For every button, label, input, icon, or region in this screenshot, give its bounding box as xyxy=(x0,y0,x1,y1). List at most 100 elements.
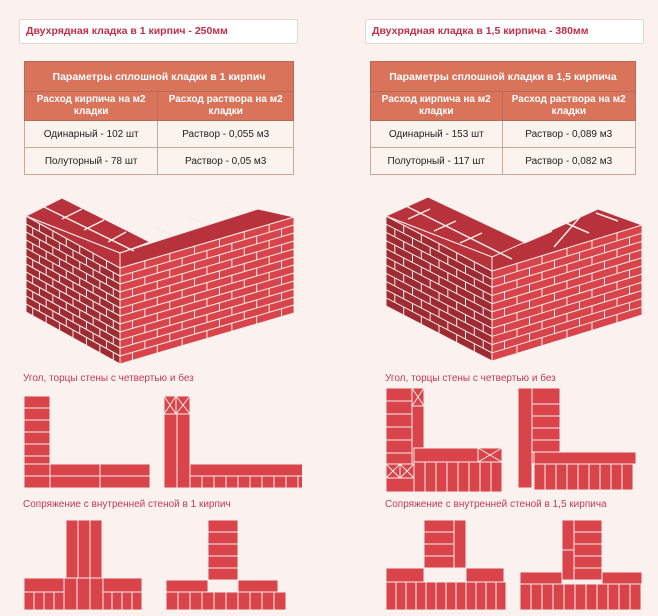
brick-plan xyxy=(519,571,563,585)
brick-plan xyxy=(207,519,239,533)
left-table-header: Параметры сплошной кладки в 1 кирпич xyxy=(24,61,294,92)
brick-cross xyxy=(163,395,177,415)
brick-cross xyxy=(175,395,191,415)
brick-plan xyxy=(573,543,603,557)
brick-plan xyxy=(395,581,407,611)
corner-plan-left xyxy=(23,395,302,489)
left-params-table: Параметры сплошной кладки в 1 кирпич Рас… xyxy=(23,61,294,175)
brick-plan xyxy=(213,475,227,489)
brick-corner-3d-right xyxy=(384,196,644,362)
left-row2-brick: Полуторный - 78 шт xyxy=(23,147,159,175)
brick-plan xyxy=(297,475,302,489)
brick-plan xyxy=(165,591,179,611)
brick-plan xyxy=(207,555,239,569)
left-col-brick: Расход кирпича на м2 кладки xyxy=(23,91,159,121)
brick-plan xyxy=(33,591,45,611)
right-row2-brick: Полуторный - 117 шт xyxy=(370,147,503,175)
brick-plan xyxy=(445,581,457,611)
brick-plan xyxy=(561,549,575,581)
brick-plan xyxy=(563,583,576,611)
brick-plan xyxy=(89,577,104,611)
brick-plan xyxy=(63,577,78,611)
brick-plan xyxy=(425,581,437,611)
brick-cross xyxy=(399,463,415,479)
brick-plan xyxy=(607,583,620,611)
brick-plan xyxy=(533,451,637,465)
right-caption-junction: Сопряжение с внутренней стеной в 1,5 кир… xyxy=(385,499,607,510)
table-row: Одинарный - 102 шт Раствор - 0,055 м3 xyxy=(23,120,294,148)
top-joint xyxy=(405,205,513,260)
brick-plan xyxy=(249,475,263,489)
brick-plan xyxy=(413,461,426,493)
top-joint xyxy=(407,208,431,220)
left-title: Двухрядная кладка в 1 кирпич - 250мм xyxy=(19,19,298,44)
wall-group xyxy=(384,196,644,362)
brick-plan xyxy=(531,403,561,417)
left-row1-mortar: Раствор - 0,055 м3 xyxy=(157,120,294,148)
top-joint xyxy=(225,206,243,215)
brick-plan xyxy=(519,583,532,611)
brick-plan xyxy=(423,531,455,545)
brick-plan xyxy=(495,581,507,611)
right-col-brick: Расход кирпича на м2 кладки xyxy=(370,91,503,121)
brick-plan xyxy=(468,461,481,493)
right-col-mortar: Расход раствора на м2 кладки xyxy=(501,91,636,121)
top-joint xyxy=(523,230,553,244)
brick-plan xyxy=(23,407,51,421)
brick-plan xyxy=(531,415,561,429)
top-joint xyxy=(595,212,619,222)
brick-plan xyxy=(541,583,554,611)
table-row: Полуторный - 78 шт Раствор - 0,05 м3 xyxy=(23,147,294,175)
right-row1-mortar: Раствор - 0,089 м3 xyxy=(501,120,636,148)
mortar-joint xyxy=(385,240,493,296)
brick-plan xyxy=(165,579,209,593)
brick-plan xyxy=(599,463,612,491)
brick-plan xyxy=(23,475,51,489)
brick-plan xyxy=(457,461,470,493)
right-params-table: Параметры сплошной кладки в 1,5 кирпича … xyxy=(370,61,636,175)
brick-plan xyxy=(207,531,239,545)
brick-plan xyxy=(385,413,413,428)
top-joint xyxy=(61,208,83,220)
brick-plan xyxy=(415,581,427,611)
brick-plan xyxy=(465,581,477,611)
brick-plan xyxy=(385,439,413,454)
left-col-mortar: Расход раствора на м2 кладки xyxy=(157,91,294,121)
brick-plan xyxy=(573,531,603,545)
brick-plan xyxy=(43,591,55,611)
brick-plan xyxy=(577,463,590,491)
brick-plan xyxy=(465,567,505,583)
brick-plan xyxy=(261,591,275,611)
brick-plan xyxy=(424,461,437,493)
brick-plan xyxy=(533,463,546,491)
table-row: Полуторный - 117 шт Раствор - 0,082 м3 xyxy=(370,147,636,175)
right-table-header: Параметры сплошной кладки в 1,5 кирпича xyxy=(370,61,636,92)
brick-plan xyxy=(101,577,143,593)
brick-plan xyxy=(237,475,251,489)
brick-plan xyxy=(531,387,561,405)
brick-plan xyxy=(121,591,133,611)
brick-plan xyxy=(588,463,601,491)
right-title: Двухрядная кладка в 1,5 кирпича - 380мм xyxy=(365,19,644,44)
brick-plan xyxy=(23,395,51,409)
brick-plan xyxy=(453,519,467,569)
top-joint xyxy=(83,219,105,231)
brick-plan xyxy=(405,581,417,611)
brick-plan xyxy=(618,583,631,611)
brick-plan xyxy=(517,387,533,489)
brick-plan xyxy=(273,475,287,489)
brick-plan xyxy=(423,519,455,533)
brick-plan xyxy=(455,581,467,611)
brick-plan xyxy=(485,581,497,611)
top-joint xyxy=(433,220,457,232)
brick-plan xyxy=(385,387,413,402)
brick-plan xyxy=(561,519,575,551)
brick-plan xyxy=(99,475,151,489)
brick-plan xyxy=(201,591,215,611)
brick-plan xyxy=(49,475,101,489)
brick-corner-3d-left xyxy=(24,197,295,365)
brick-plan xyxy=(225,591,239,611)
brick-plan xyxy=(490,461,503,493)
wall-group xyxy=(24,197,295,365)
brick-plan xyxy=(475,581,487,611)
